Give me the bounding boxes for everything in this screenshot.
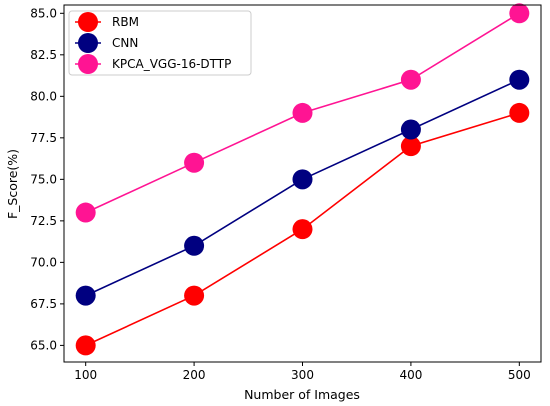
- x-axis-ticks: 100 200 300 400 500: [74, 362, 531, 382]
- legend-label: CNN: [112, 36, 138, 50]
- series-2-point: [400, 119, 421, 140]
- series-1-point: [400, 136, 421, 157]
- x-tick-label: 300: [291, 368, 314, 382]
- legend-label: KPCA_VGG-16-DTTP: [112, 57, 231, 71]
- y-tick-label: 77.5: [30, 131, 57, 145]
- legend-frame: [68, 10, 252, 76]
- y-tick-label: 65.0: [30, 338, 57, 352]
- legend-item-3: KPCA_VGG-16-DTTP: [75, 54, 231, 74]
- y-axis-ticks: 65.0 67.5 70.0 72.5 75.0 77.5 80.0 82.5 85.0: [30, 6, 64, 352]
- series-1-point: [75, 335, 96, 356]
- y-tick-label: 80.0: [30, 89, 57, 103]
- x-axis-label: Number of Images: [244, 387, 360, 402]
- legend-marker: [78, 33, 98, 53]
- series-1-point: [292, 219, 313, 240]
- x-tick-label: 400: [399, 368, 422, 382]
- x-tick-label: 200: [183, 368, 206, 382]
- series-1-point: [509, 102, 530, 123]
- series-2-point: [509, 69, 530, 90]
- y-tick-label: 72.5: [30, 214, 57, 228]
- series-3-point: [400, 69, 421, 90]
- legend-marker: [78, 12, 98, 32]
- y-tick-label: 85.0: [30, 6, 57, 20]
- series-1: [75, 102, 530, 356]
- series-1-point: [184, 285, 205, 306]
- series-2-point: [75, 285, 96, 306]
- y-tick-label: 67.5: [30, 297, 57, 311]
- series-3-point: [184, 152, 205, 173]
- y-tick-label: 70.0: [30, 255, 57, 269]
- series-3-point: [292, 102, 313, 123]
- legend-item-2: CNN: [75, 33, 138, 53]
- x-tick-label: 100: [74, 368, 97, 382]
- y-tick-label: 82.5: [30, 48, 57, 62]
- series-layer: [75, 3, 530, 356]
- series-2: [75, 69, 530, 306]
- x-tick-label: 500: [508, 368, 531, 382]
- legend-item-1: RBM: [75, 12, 139, 32]
- legend: RBM CNN KPCA_VGG-16-DTTP: [68, 10, 252, 76]
- series-3-point: [509, 3, 530, 24]
- legend-items: RBM CNN KPCA_VGG-16-DTTP: [75, 12, 231, 74]
- y-tick-label: 75.0: [30, 172, 57, 186]
- legend-label: RBM: [112, 15, 139, 29]
- series-2-point: [292, 169, 313, 190]
- series-3: [75, 3, 530, 223]
- y-axis-label: F_Score(%): [5, 149, 20, 219]
- legend-marker: [78, 54, 98, 74]
- series-2-point: [184, 235, 205, 256]
- series-3-point: [75, 202, 96, 223]
